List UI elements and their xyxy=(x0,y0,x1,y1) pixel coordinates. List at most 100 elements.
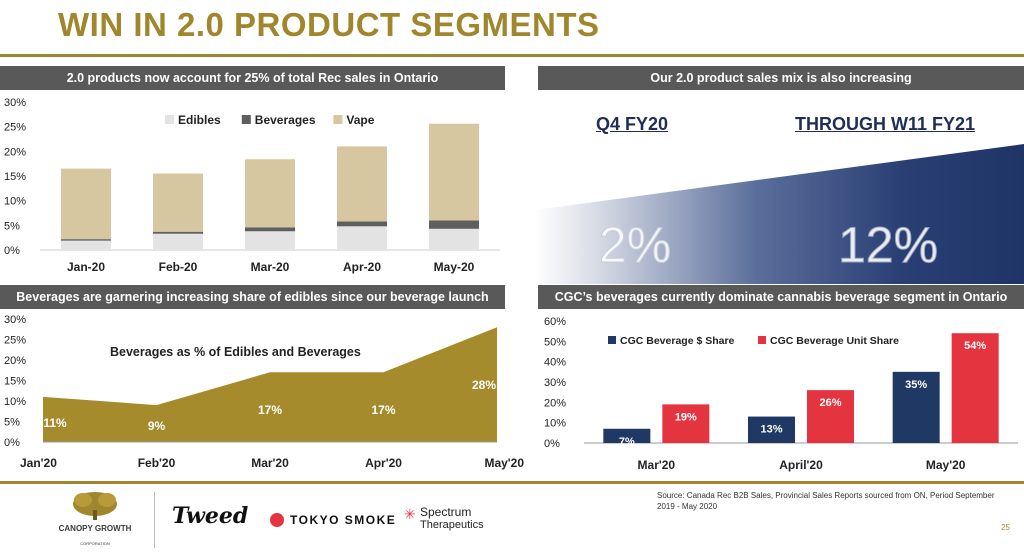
tokyo-smoke-logo: TOKYO SMOKE xyxy=(290,513,397,527)
bar-vape xyxy=(153,173,203,232)
bar-unit-share xyxy=(807,390,854,443)
bar-beverages xyxy=(61,239,111,241)
y-tick-label: 30% xyxy=(4,97,26,109)
x-tick-label: Jan'20 xyxy=(20,456,57,470)
spectrum-logo: Spectrum Therapeutics xyxy=(420,506,484,532)
bar-vape xyxy=(61,168,111,240)
bar-beverages xyxy=(429,220,479,229)
stacked-bar-chart: 0% 5% 10% 15% 20% 25% 30% Jan-20 Feb-20 Mar-20 Apr… xyxy=(4,97,500,274)
legend-label: Beverages xyxy=(255,113,316,127)
title-divider xyxy=(0,54,1024,57)
bar-edibles xyxy=(61,240,111,250)
x-tick-label: May-20 xyxy=(434,260,475,274)
data-label: 54% xyxy=(964,340,986,352)
data-label: 11% xyxy=(43,416,67,430)
x-tick-label: Mar-20 xyxy=(251,260,290,274)
mix-wedge xyxy=(535,144,1024,284)
bar-unit-share xyxy=(951,333,999,443)
bar-edibles xyxy=(245,231,295,250)
y-tick-label: 30% xyxy=(544,377,566,389)
x-tick-label: May'20 xyxy=(484,456,524,470)
legend-label: CGC Beverage Unit Share xyxy=(770,335,899,347)
data-label: 19% xyxy=(675,411,697,423)
area-chart: 0% 5% 10% 15% 20% 25% 30% Beverages as % of Edi… xyxy=(4,314,524,470)
data-label: 7% xyxy=(619,436,635,448)
page-title: WIN IN 2.0 PRODUCT SEGMENTS xyxy=(58,6,600,43)
x-tick-label: Mar'20 xyxy=(638,458,676,472)
legend-label: Edibles xyxy=(178,113,221,127)
data-label: 17% xyxy=(258,403,282,417)
y-tick-label: 20% xyxy=(544,397,566,409)
data-label: 35% xyxy=(905,379,927,391)
area-series xyxy=(43,327,497,442)
legend-swatch xyxy=(333,115,343,124)
panel-header-top-left: 2.0 products now account for 25% of tota… xyxy=(0,66,505,90)
y-tick-label: 50% xyxy=(544,336,566,348)
y-tick-label: 25% xyxy=(4,122,26,134)
bar-vape xyxy=(245,159,295,228)
x-tick-label: Jan-20 xyxy=(67,260,105,274)
y-tick-label: 20% xyxy=(4,146,26,158)
page-number: 25 xyxy=(1001,523,1010,532)
x-tick-label: Feb-20 xyxy=(159,260,198,274)
y-tick-label: 5% xyxy=(4,417,20,429)
legend-swatch xyxy=(758,336,766,344)
y-tick-label: 30% xyxy=(4,314,26,326)
bar-edibles xyxy=(153,233,203,250)
footer-divider xyxy=(0,481,1024,484)
x-tick-label: April'20 xyxy=(779,458,823,472)
mix-left-value: 2% xyxy=(599,217,671,273)
mix-right-value: 12% xyxy=(838,217,938,273)
spectrum-logo-line2: Therapeutics xyxy=(420,519,484,531)
chart-title: Beverages as % of Edibles and Beverages xyxy=(110,345,361,359)
y-tick-label: 10% xyxy=(4,196,26,208)
y-tick-label: 0% xyxy=(4,245,20,257)
data-label: 13% xyxy=(760,424,782,436)
y-tick-label: 5% xyxy=(4,220,20,232)
bar-edibles xyxy=(337,226,387,250)
bar-dollar-share xyxy=(603,428,651,443)
bar-beverages xyxy=(337,221,387,227)
bar-edibles xyxy=(429,228,479,250)
spectrum-logo-line1: Spectrum xyxy=(420,505,472,519)
canopy-logo-text: CANOPY GROWTH xyxy=(59,524,132,533)
canopy-growth-logo: CANOPY GROWTH CORPORATION xyxy=(45,490,145,552)
bar-beverages xyxy=(245,227,295,232)
y-tick-label: 10% xyxy=(4,396,26,408)
legend-label: Vape xyxy=(346,113,374,127)
x-tick-label: Apr-20 xyxy=(343,260,381,274)
x-tick-label: Apr'20 xyxy=(365,456,402,470)
mix-wedge-graphic: 2% 12% xyxy=(535,144,1024,284)
x-tick-label: Mar'20 xyxy=(251,456,289,470)
panel-header-bottom-left: Beverages are garnering increasing share… xyxy=(0,285,505,309)
mix-left-label: Q4 FY20 xyxy=(596,114,669,134)
legend-swatch xyxy=(241,115,251,124)
y-tick-label: 60% xyxy=(544,316,566,328)
data-label: 26% xyxy=(819,397,841,409)
data-label: 17% xyxy=(371,403,395,417)
legend-label: CGC Beverage $ Share xyxy=(620,335,735,347)
panel-header-bottom-right: CGC’s beverages currently dominate canna… xyxy=(538,285,1024,309)
y-tick-label: 0% xyxy=(544,438,560,450)
panel-header-top-right: Our 2.0 product sales mix is also increa… xyxy=(538,66,1024,90)
grouped-bar-chart: 0% 10% 20% 30% 40% 50% 60% 7% 19% Mar'20 13% 26% Apr… xyxy=(544,316,1018,472)
y-tick-label: 15% xyxy=(4,376,26,388)
bar-vape xyxy=(429,123,479,221)
canopy-logo-sub: CORPORATION xyxy=(80,541,110,546)
mix-right-label: THROUGH W11 FY21 xyxy=(795,114,976,134)
canopy-tree-icon: CANOPY GROWTH CORPORATION xyxy=(59,492,132,546)
spectrum-burst-icon: ✳ xyxy=(404,506,416,522)
bar-dollar-share xyxy=(892,371,940,443)
y-tick-label: 0% xyxy=(4,437,20,449)
y-tick-label: 15% xyxy=(4,171,26,183)
bar-dollar-share xyxy=(748,416,795,443)
x-tick-label: Feb'20 xyxy=(138,456,176,470)
data-label: 9% xyxy=(148,419,166,433)
x-tick-label: May'20 xyxy=(926,458,966,472)
source-note: Source: Canada Rec B2B Sales, Provincial… xyxy=(657,491,995,511)
data-label: 28% xyxy=(472,378,496,392)
y-tick-label: 10% xyxy=(544,418,566,430)
y-tick-label: 25% xyxy=(4,335,26,347)
legend-swatch xyxy=(165,115,174,124)
y-tick-label: 20% xyxy=(4,355,26,367)
